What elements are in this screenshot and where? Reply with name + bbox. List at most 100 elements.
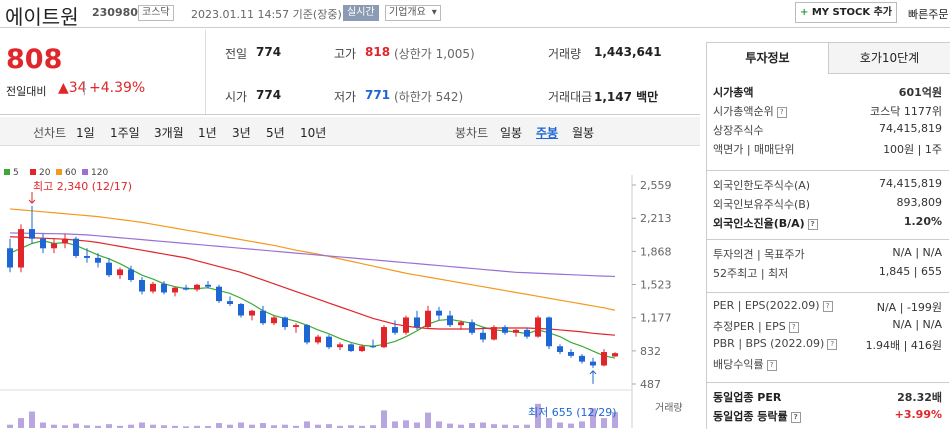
help-icon[interactable]: ? bbox=[790, 411, 801, 423]
info-value: +3.99% bbox=[894, 408, 942, 421]
period-tab[interactable]: 10년 bbox=[300, 126, 327, 140]
volume-bar bbox=[194, 425, 200, 428]
candle-body bbox=[513, 329, 519, 333]
volume-bar bbox=[612, 412, 618, 428]
period-tab[interactable]: 5년 bbox=[266, 126, 285, 140]
candle-body bbox=[139, 279, 145, 292]
candle-tab[interactable]: 주봉 bbox=[536, 126, 559, 140]
volume-bar bbox=[183, 426, 189, 428]
volume-bar bbox=[502, 424, 508, 428]
candle-body bbox=[51, 243, 57, 249]
volume-bar bbox=[282, 424, 288, 428]
candle-body bbox=[348, 344, 354, 352]
stat-label: 고가 bbox=[334, 47, 357, 61]
help-icon[interactable]: ? bbox=[807, 218, 818, 230]
group-divider bbox=[707, 239, 949, 240]
candle-body bbox=[7, 248, 13, 268]
volume-bar bbox=[18, 418, 24, 428]
volume-bar bbox=[524, 424, 530, 428]
candle-body bbox=[590, 361, 596, 366]
candle-body bbox=[172, 287, 178, 293]
timestamp: 2023.01.11 14:57 기준(장중) bbox=[191, 8, 342, 21]
info-label: 시가총액순위? bbox=[713, 103, 787, 119]
volume-label: 거래량 bbox=[655, 402, 683, 414]
candle-body bbox=[535, 317, 541, 337]
candle-body bbox=[568, 352, 574, 356]
my-stock-label: MY STOCK 추가 bbox=[811, 7, 893, 18]
info-value: 100원 | 1주 bbox=[883, 143, 942, 156]
group-divider bbox=[707, 382, 949, 383]
candle-body bbox=[337, 344, 343, 348]
sidebar-tab[interactable]: 호가10단계 bbox=[828, 43, 950, 74]
volume-bar bbox=[491, 424, 497, 428]
info-value: 28.32배 bbox=[897, 391, 942, 404]
realtime-badge[interactable]: 실시간 bbox=[343, 5, 379, 21]
help-icon[interactable]: ? bbox=[827, 338, 838, 350]
volume-bar bbox=[447, 423, 453, 428]
y-tick-label: 2,559 bbox=[640, 179, 672, 192]
candle-body bbox=[392, 327, 398, 333]
volume-bar bbox=[557, 422, 563, 428]
candle-body bbox=[161, 283, 167, 293]
my-stock-button[interactable]: + MY STOCK 추가 bbox=[795, 2, 897, 23]
volume-bar bbox=[469, 423, 475, 428]
legend-label: 20 bbox=[39, 168, 51, 178]
period-tab[interactable]: 1년 bbox=[198, 126, 217, 140]
company-info-button[interactable]: 기업개요 ▾ bbox=[385, 5, 441, 21]
volume-bar bbox=[337, 425, 343, 428]
volume-bar bbox=[436, 421, 442, 428]
change-label: 전일대비 bbox=[6, 85, 47, 98]
info-label: 외국인소진율(B/A)? bbox=[713, 215, 818, 231]
period-tab[interactable]: 1주일 bbox=[110, 126, 140, 140]
market-badge: 코스닥 bbox=[138, 5, 174, 21]
candle-body bbox=[458, 322, 464, 326]
volume-bar bbox=[106, 424, 112, 428]
help-icon[interactable]: ? bbox=[766, 359, 777, 371]
tab-label: 선차트 bbox=[33, 126, 67, 140]
info-value: 74,415,819 bbox=[879, 177, 942, 190]
change-rate: +4.39% bbox=[89, 80, 146, 96]
legend-swatch bbox=[56, 169, 62, 175]
period-tab[interactable]: 3개월 bbox=[154, 126, 184, 140]
help-icon[interactable]: ? bbox=[822, 300, 833, 312]
volume-bar bbox=[414, 422, 420, 428]
help-icon[interactable]: ? bbox=[776, 106, 787, 118]
ma-line bbox=[9, 236, 616, 336]
info-label: 동일업종 PER bbox=[713, 391, 782, 404]
legend-swatch bbox=[4, 169, 10, 175]
legend-swatch bbox=[82, 169, 88, 175]
quick-order[interactable]: 빠른주문 bbox=[908, 8, 949, 21]
y-tick-label: 2,213 bbox=[640, 212, 672, 225]
group-divider bbox=[707, 292, 949, 293]
volume-bar bbox=[601, 418, 607, 428]
info-value: N/A | N/A bbox=[892, 318, 942, 331]
sidebar-tab[interactable]: 투자정보 bbox=[707, 43, 828, 73]
help-icon[interactable]: ? bbox=[788, 321, 799, 333]
ma-line bbox=[9, 208, 616, 311]
candle-tab[interactable]: 월봉 bbox=[572, 126, 595, 140]
price: 808 bbox=[6, 44, 63, 75]
volume-bar bbox=[392, 421, 398, 428]
info-label: 상장주식수 bbox=[713, 124, 764, 137]
stat-extra: (상한가 1,005) bbox=[394, 47, 475, 61]
chart: 2,559 2,213 1,868 1,523 1,177 832 487 5 20 60 120 거… bbox=[0, 168, 683, 428]
candle-body bbox=[282, 317, 288, 328]
volume-bar bbox=[260, 423, 266, 428]
volume-bar bbox=[546, 418, 552, 428]
candle-tab[interactable]: 일봉 bbox=[500, 126, 523, 140]
candle-body bbox=[62, 238, 68, 244]
candle-body bbox=[183, 287, 189, 290]
candle-body bbox=[546, 317, 552, 347]
divider bbox=[0, 114, 700, 115]
volume-bar bbox=[425, 412, 431, 428]
candle-body bbox=[447, 315, 453, 326]
arrow bbox=[28, 192, 36, 204]
candle-body bbox=[249, 310, 255, 316]
period-tab[interactable]: 3년 bbox=[232, 126, 251, 140]
candle-body bbox=[194, 284, 200, 290]
candle-body bbox=[260, 310, 266, 324]
sidebar bbox=[706, 42, 950, 429]
period-tab[interactable]: 1일 bbox=[76, 126, 95, 140]
low-note: 최저 655 (12/29) bbox=[528, 406, 617, 419]
candle-body bbox=[304, 325, 310, 343]
